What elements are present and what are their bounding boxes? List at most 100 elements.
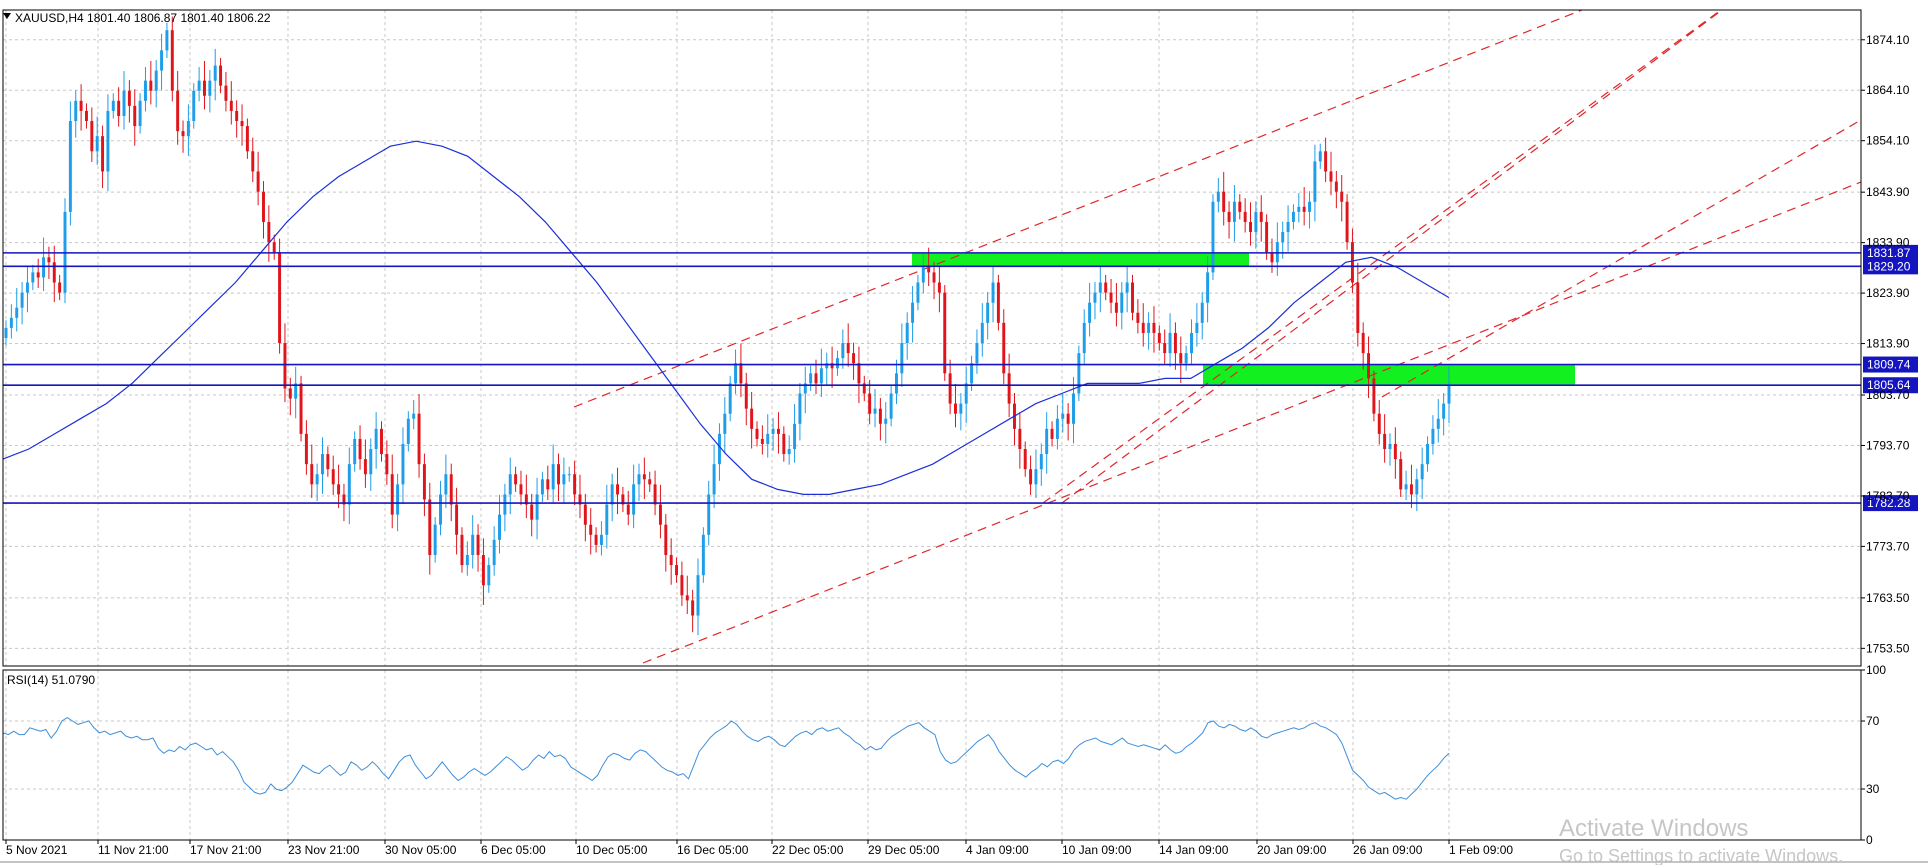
- candle-body: [4, 327, 8, 338]
- candle-body: [954, 403, 957, 414]
- candle-body: [1377, 413, 1381, 434]
- candle-body: [621, 494, 625, 505]
- candle-body: [95, 136, 99, 152]
- candle-body: [852, 353, 856, 364]
- candle-body: [766, 433, 770, 444]
- candle-body: [760, 438, 764, 444]
- candle-body: [1356, 282, 1360, 333]
- candle-body: [219, 65, 223, 86]
- candle-body: [363, 459, 367, 475]
- time-tick-label: 17 Nov 21:00: [190, 843, 262, 857]
- candle-body: [213, 65, 217, 81]
- time-tick-label: 11 Nov 21:00: [98, 843, 169, 857]
- candle-body: [245, 126, 249, 152]
- price-zone: [1203, 365, 1575, 385]
- candle-body: [1383, 433, 1387, 450]
- candle-body: [460, 534, 464, 566]
- chart-frames: [0, 9, 1928, 863]
- candle-body: [1313, 161, 1317, 202]
- candle-body: [417, 413, 421, 465]
- candle-body: [1034, 469, 1038, 485]
- level-price-text: 1782.28: [1867, 496, 1911, 510]
- candle-body: [299, 383, 303, 434]
- candle-body: [428, 499, 432, 555]
- candle-body: [717, 433, 721, 465]
- candle-body: [1345, 201, 1349, 243]
- time-tick-label: 6 Dec 05:00: [481, 843, 546, 857]
- candle-body: [530, 504, 534, 520]
- level-price-text: 1809.74: [1867, 358, 1911, 372]
- candle-body: [975, 343, 979, 364]
- candle-body: [186, 121, 190, 137]
- time-tick-label: 10 Jan 09:00: [1062, 843, 1132, 857]
- candle-body: [1200, 302, 1204, 323]
- candle-body: [412, 413, 416, 419]
- candle-body: [465, 554, 469, 566]
- candle-body: [514, 474, 518, 485]
- candle-body: [540, 479, 544, 495]
- price-tick-label: 1874.10: [1866, 33, 1910, 47]
- level-price-tag: [1863, 495, 1918, 512]
- candle-body: [117, 100, 121, 116]
- candle-body: [1039, 454, 1043, 470]
- time-tick-label: 16 Dec 05:00: [677, 843, 749, 857]
- candle-body: [616, 484, 620, 495]
- candle-body: [1179, 353, 1183, 364]
- candle-body: [664, 524, 668, 555]
- level-price-text: 1831.87: [1867, 246, 1911, 260]
- candle-body: [868, 393, 872, 414]
- candle-body: [1270, 252, 1274, 263]
- candle-body: [1361, 332, 1365, 354]
- candle-body: [337, 484, 341, 495]
- price-tick-label: 1843.90: [1866, 185, 1910, 199]
- candle-body: [637, 474, 641, 485]
- candle-body: [52, 262, 56, 283]
- candle-body: [1420, 464, 1424, 480]
- candle-body: [964, 383, 968, 404]
- candle-body: [734, 363, 738, 384]
- candle-body: [980, 322, 984, 344]
- candle-body: [321, 454, 324, 475]
- candle-body: [455, 504, 459, 535]
- level-price-text: 1805.64: [1867, 378, 1911, 392]
- candle-body: [1029, 469, 1033, 485]
- candle-body: [884, 418, 888, 424]
- candle-body: [74, 100, 78, 122]
- candle-body: [1249, 221, 1252, 233]
- candle-body: [1088, 302, 1092, 323]
- candle-body: [1082, 322, 1086, 354]
- candle-body: [632, 484, 636, 515]
- candle-body: [1431, 428, 1435, 444]
- candle-body: [272, 242, 276, 253]
- candle-body: [927, 267, 931, 273]
- candle-body: [1291, 211, 1295, 222]
- candle-body: [369, 449, 373, 475]
- trend-lines: [573, 9, 1862, 664]
- candle-body: [1324, 151, 1328, 172]
- candle-body: [1286, 221, 1290, 233]
- price-tick-label: 1753.50: [1866, 641, 1910, 655]
- candle-body: [932, 272, 936, 283]
- candlestick-series: [4, 16, 1451, 636]
- candle-body: [170, 30, 174, 91]
- candle-body: [744, 383, 748, 409]
- candle-body: [970, 363, 974, 384]
- candle-body: [353, 438, 357, 465]
- candle-body: [519, 484, 523, 495]
- candle-body: [385, 454, 389, 475]
- candle-body: [9, 317, 13, 328]
- candle-body: [1265, 221, 1269, 253]
- dropdown-triangle-icon[interactable]: [3, 13, 11, 19]
- price-tick-label: 1763.50: [1866, 591, 1910, 605]
- candle-body: [1109, 292, 1113, 303]
- candle-body: [895, 373, 898, 394]
- candle-body: [1098, 282, 1102, 293]
- candle-body: [1399, 459, 1403, 490]
- candle-body: [1045, 428, 1049, 455]
- candle-body: [406, 418, 410, 444]
- candle-body: [358, 438, 362, 460]
- moving-average-line: [2, 140, 1450, 495]
- candle-body: [1447, 383, 1451, 404]
- price-tick-label: 1833.90: [1866, 236, 1910, 250]
